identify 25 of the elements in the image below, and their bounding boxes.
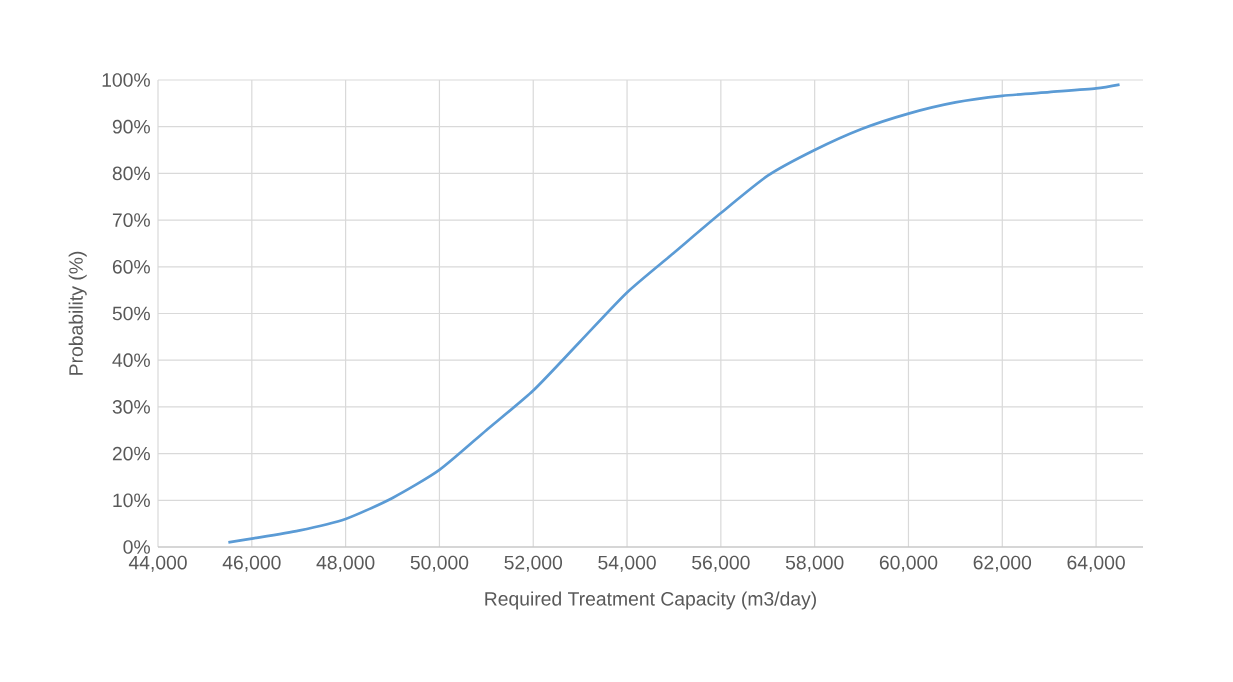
x-axis-title: Required Treatment Capacity (m3/day) xyxy=(485,591,816,610)
y-tick-label: 60% xyxy=(112,259,150,274)
y-tick-label: 50% xyxy=(112,306,150,321)
line-series xyxy=(227,83,1121,544)
y-tick-label: 90% xyxy=(112,119,150,134)
x-tick-label: 64,000 xyxy=(1067,555,1125,572)
x-tick-label: 52,000 xyxy=(504,555,563,572)
y-tick-label: 40% xyxy=(112,353,150,368)
y-tick-label: 10% xyxy=(113,493,150,508)
y-tick-label: 0% xyxy=(123,540,150,554)
x-tick-label: 54,000 xyxy=(598,555,656,572)
y-tick-label: 70% xyxy=(112,213,150,227)
y-tick-label: 20% xyxy=(112,446,150,461)
y-tick-label: 80% xyxy=(112,166,150,181)
y-tick-label: 30% xyxy=(112,400,150,414)
y-tick-label: 100% xyxy=(102,73,150,87)
x-tick-label: 60,000 xyxy=(879,555,938,572)
x-tick-label: 48,000 xyxy=(316,555,375,572)
x-tick-label: 50,000 xyxy=(410,555,469,572)
x-tick-label: 56,000 xyxy=(692,555,750,572)
x-tick-label: 58,000 xyxy=(785,555,844,572)
x-tick-label: 44,000 xyxy=(128,555,187,572)
y-axis-title: Probability (%) xyxy=(68,251,87,375)
x-tick-label: 46,000 xyxy=(222,555,281,572)
x-tick-label: 62,000 xyxy=(973,555,1032,572)
